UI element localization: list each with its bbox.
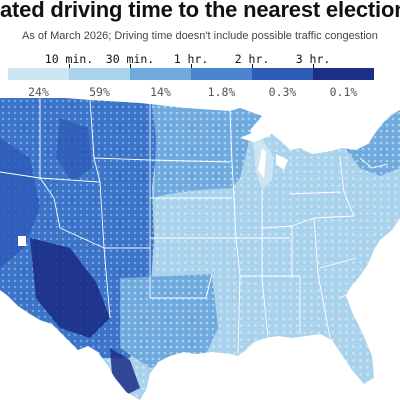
- legend-swatch: [191, 68, 252, 80]
- desert-remote-region: [30, 238, 110, 338]
- legend-percentage: 59%: [89, 85, 110, 99]
- lake-superior: [240, 126, 270, 142]
- southwest-mid-region: [120, 274, 218, 368]
- legend-tick-label: 10 min.: [44, 52, 94, 66]
- west-texas-remote-region: [110, 348, 140, 394]
- us-driving-time-map: [0, 98, 400, 400]
- legend-percentage: 24%: [28, 85, 49, 99]
- legend-percentages: 24% 59% 14% 1.8% 0.3% 0.1%: [8, 85, 374, 99]
- legend-tick-label: 1 hr.: [173, 52, 209, 66]
- lake-huron: [276, 154, 288, 170]
- chart-title: ated driving time to the nearest electio…: [0, 0, 400, 22]
- legend-tick-label: 30 min.: [105, 52, 155, 66]
- lake-features: [18, 126, 288, 246]
- legend-color-bar: [8, 68, 374, 80]
- legend-tick-labels: 10 min. 30 min. 1 hr. 2 hr. 3 hr.: [0, 52, 400, 68]
- legend-tick-label: 3 hr.: [295, 52, 331, 66]
- plains-mid-region: [150, 98, 262, 198]
- map-fill-layer: [0, 98, 400, 400]
- northeast-mid-region: [345, 110, 400, 176]
- legend-swatch: [8, 68, 69, 80]
- state-borders: [0, 98, 389, 355]
- legend-swatch: [130, 68, 191, 80]
- legend-swatch: [252, 68, 313, 80]
- map-container: [0, 98, 400, 400]
- nevada-remote-region: [0, 138, 40, 268]
- legend-percentage: 14%: [150, 85, 171, 99]
- lake-michigan: [258, 148, 266, 178]
- legend-percentage: 0.1%: [329, 85, 358, 99]
- great-salt-lake: [18, 236, 26, 246]
- idaho-remote-region: [56, 118, 92, 182]
- legend-tick-label: 2 hr.: [234, 52, 270, 66]
- legend-swatch: [69, 68, 130, 80]
- legend-percentage: 1.8%: [207, 85, 236, 99]
- chart-subtitle: As of March 2026; Driving time doesn't i…: [22, 30, 378, 42]
- legend-swatch: [313, 68, 374, 80]
- legend-percentage: 0.3%: [268, 85, 297, 99]
